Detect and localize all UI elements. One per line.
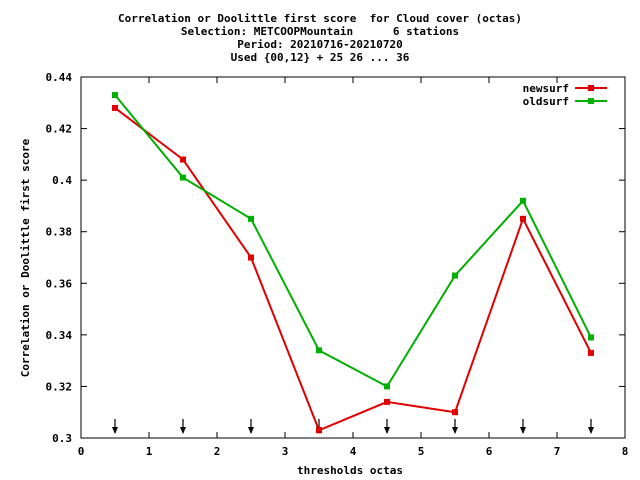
threshold-arrow-head — [180, 427, 186, 434]
threshold-arrows — [112, 419, 594, 434]
axis-tick-labels: 0 1 2 3 4 5 6 7 8 0.3 0.32 0.34 0.36 0.38 0.4 0.42 0.44 — [46, 71, 629, 458]
series-line-newsurf — [114, 107, 592, 432]
data-point-newsurf — [112, 104, 118, 111]
y-tick-label: 0.38 — [46, 226, 73, 239]
x-tick-label: 6 — [486, 445, 493, 458]
threshold-arrow-head — [452, 427, 458, 434]
x-tick-label: 2 — [214, 445, 221, 458]
x-tick-label: 5 — [418, 445, 425, 458]
data-point-newsurf — [452, 409, 458, 416]
title-line-3: Period: 20210716-20210720 — [237, 38, 403, 51]
data-series — [112, 92, 594, 434]
threshold-arrow-head — [384, 427, 390, 434]
title-line-2: Selection: METCOOPMountain 6 stations — [180, 25, 460, 38]
data-point-newsurf — [588, 349, 594, 356]
data-point-oldsurf — [112, 92, 118, 99]
legend-label-newsurf: newsurf — [523, 82, 569, 95]
threshold-arrow-head — [588, 427, 594, 434]
y-tick-label: 0.42 — [46, 123, 73, 136]
data-point-oldsurf — [316, 347, 322, 354]
series-line-oldsurf — [114, 94, 592, 388]
y-tick-label: 0.4 — [52, 174, 72, 187]
legend-marker-newsurf — [588, 85, 594, 91]
legend-label-oldsurf: oldsurf — [523, 95, 569, 108]
y-tick-label: 0.3 — [52, 432, 72, 445]
x-axis-label: thresholds octas — [297, 464, 403, 477]
x-tick-label: 3 — [282, 445, 289, 458]
threshold-arrow-head — [520, 427, 526, 434]
y-tick-label: 0.44 — [46, 71, 73, 84]
data-point-oldsurf — [180, 174, 186, 181]
data-point-newsurf — [248, 254, 254, 261]
data-point-oldsurf — [588, 334, 594, 341]
y-tick-label: 0.36 — [46, 277, 73, 290]
data-point-oldsurf — [452, 272, 458, 279]
y-tick-label: 0.32 — [46, 380, 73, 393]
threshold-arrow-head — [248, 427, 254, 434]
data-point-oldsurf — [384, 383, 390, 390]
threshold-arrow-head — [112, 427, 118, 434]
data-point-oldsurf — [520, 197, 526, 204]
data-point-newsurf — [316, 427, 322, 434]
data-point-newsurf — [384, 398, 390, 405]
x-tick-label: 7 — [554, 445, 561, 458]
y-tick-label: 0.34 — [46, 329, 73, 342]
title-line-1: Correlation or Doolittle first score for… — [118, 12, 522, 25]
data-point-oldsurf — [248, 215, 254, 222]
title-line-4: Used {00,12} + 25 26 ... 36 — [230, 51, 410, 64]
x-tick-label: 1 — [146, 445, 153, 458]
data-point-newsurf — [180, 156, 186, 163]
x-tick-label: 8 — [622, 445, 629, 458]
data-point-newsurf — [520, 215, 526, 222]
legend-marker-oldsurf — [588, 98, 594, 104]
y-axis-label: Correlation or Doolittle first score — [19, 138, 32, 377]
x-tick-label: 0 — [78, 445, 85, 458]
axis-ticks — [80, 76, 626, 439]
x-tick-label: 4 — [350, 445, 357, 458]
